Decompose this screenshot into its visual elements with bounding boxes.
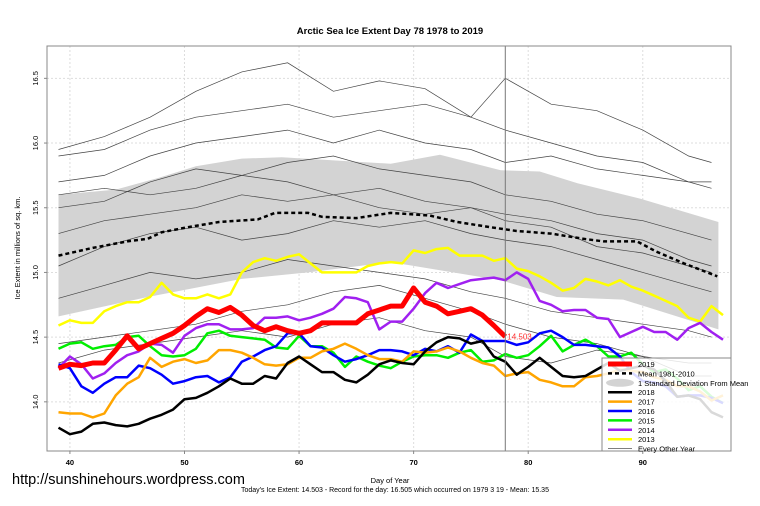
other-year-line xyxy=(58,155,712,241)
legend-label: 2014 xyxy=(638,426,655,435)
other-year-line xyxy=(58,317,712,377)
current-value-label: 14.503 xyxy=(507,333,532,342)
footnote: Today's Ice Extent: 14.503 - Record for … xyxy=(241,487,549,494)
series-line-2013 xyxy=(57,246,724,327)
legend-swatch-band xyxy=(606,378,634,387)
other-year-line xyxy=(58,62,712,163)
site-url[interactable]: http://sunshinehours.wordpress.com xyxy=(12,472,245,488)
legend-label: 1 Standard Deviation From Mean xyxy=(638,379,748,388)
other-year-line xyxy=(58,220,712,293)
series-line-2014 xyxy=(57,271,724,380)
series-line-2019 xyxy=(57,285,508,371)
y-tick-label: 15.5 xyxy=(31,200,40,215)
legend-label: 2018 xyxy=(638,388,655,397)
series-line-2015 xyxy=(57,329,724,405)
legend-label: 2015 xyxy=(638,416,655,425)
y-tick-label: 16.0 xyxy=(31,136,40,151)
y-tick-label: 14.5 xyxy=(31,330,40,345)
legend-label: Every Other Year xyxy=(638,445,696,454)
y-tick-label: 15.0 xyxy=(31,265,40,280)
other-year-line xyxy=(58,194,712,273)
legend-label: Mean 1981-2010 xyxy=(638,369,695,378)
other-year-line xyxy=(58,103,712,183)
x-tick-label: 60 xyxy=(295,458,303,467)
x-tick-label: 80 xyxy=(524,458,532,467)
other-year-line xyxy=(58,285,712,364)
legend-label: 2019 xyxy=(638,360,655,369)
x-axis-ticks: 40 50 60 70 80 90 xyxy=(66,451,647,467)
x-tick-label: 70 xyxy=(409,458,417,467)
legend-label: 2017 xyxy=(638,398,655,407)
y-tick-label: 14.0 xyxy=(31,395,40,410)
y-axis-ticks: 14.0 14.5 15.0 15.5 16.0 16.5 xyxy=(31,71,47,409)
y-tick-label: 16.5 xyxy=(31,71,40,86)
other-year-line xyxy=(58,259,712,338)
legend-label: 2013 xyxy=(638,435,655,444)
chart-title: Arctic Sea Ice Extent Day 78 1978 to 201… xyxy=(297,26,483,37)
x-tick-label: 40 xyxy=(66,458,74,467)
other-year-line xyxy=(58,129,712,189)
x-tick-label: 50 xyxy=(180,458,188,467)
y-axis-label: Ice Extent in millions of sq. km. xyxy=(13,197,22,300)
other-years-lines xyxy=(58,62,712,377)
other-year-line xyxy=(58,175,712,267)
x-tick-label: 90 xyxy=(639,458,647,467)
series-line-2016 xyxy=(58,329,724,405)
plot-frame xyxy=(46,45,732,452)
legend-label: 2016 xyxy=(638,407,655,416)
x-axis-label: Day of Year xyxy=(371,476,410,485)
